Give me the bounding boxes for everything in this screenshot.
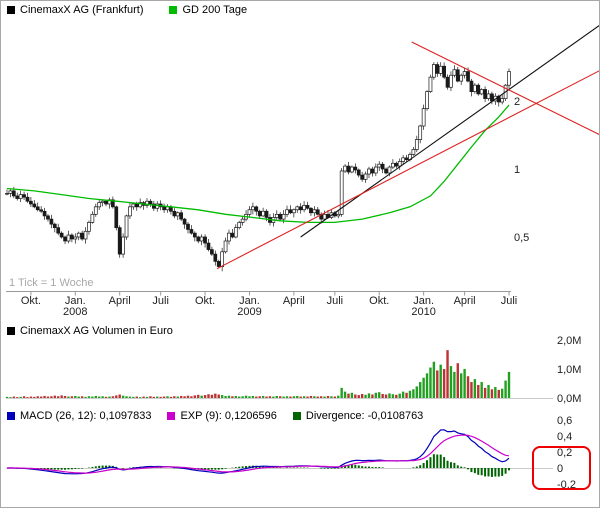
svg-text:0,4: 0,4	[557, 431, 572, 443]
svg-text:Juli: Juli	[152, 295, 169, 307]
svg-text:0,6: 0,6	[557, 415, 572, 427]
svg-text:0: 0	[557, 463, 563, 475]
candles	[5, 62, 511, 272]
legend-item-price-series: CinemaxX AG (Frankfurt)	[7, 4, 143, 16]
svg-text:Jan.: Jan.	[65, 295, 86, 307]
svg-text:April: April	[109, 295, 131, 307]
legend-item-gd200: GD 200 Tage	[169, 4, 247, 16]
gd200-swatch-icon	[169, 6, 178, 14]
exp-value-label: EXP (9): 0,1206596	[180, 410, 277, 422]
svg-text:1: 1	[514, 164, 520, 176]
svg-text:0,5: 0,5	[514, 232, 529, 244]
exp-swatch-icon	[167, 412, 176, 420]
svg-text:Okt.: Okt.	[21, 295, 41, 307]
volume-chart: 2,0M 1,0M 0,0M	[5, 335, 581, 405]
svg-text:0,2: 0,2	[557, 447, 572, 459]
legend-item-volume: CinemaxX AG Volumen in Euro	[7, 325, 173, 337]
tick-note: 1 Tick = 1 Woche	[9, 277, 94, 289]
svg-text:Juli: Juli	[327, 295, 344, 307]
svg-text:Okt.: Okt.	[369, 295, 389, 307]
legend-item-exp: EXP (9): 0,1206596	[167, 410, 277, 422]
volume-label: CinemaxX AG Volumen in Euro	[20, 325, 173, 337]
price-legend: CinemaxX AG (Frankfurt) GD 200 Tage	[7, 4, 247, 16]
support-red	[216, 70, 599, 270]
price-series-swatch-icon	[7, 6, 15, 14]
resistance-red	[411, 41, 599, 135]
svg-text:2,0M: 2,0M	[557, 335, 581, 347]
legend-item-divergence: Divergence: -0,0108763	[292, 410, 424, 422]
svg-text:April: April	[454, 295, 476, 307]
exp-line	[7, 434, 510, 474]
volume-legend: CinemaxX AG Volumen in Euro	[7, 325, 173, 337]
macd-legend: MACD (26, 12): 0,1097833 EXP (9): 0,1206…	[7, 410, 423, 422]
svg-text:2009: 2009	[237, 306, 261, 318]
svg-text:0,0M: 0,0M	[557, 393, 581, 405]
volume-swatch-icon	[7, 327, 15, 335]
highlight-annotation	[532, 446, 591, 490]
svg-text:Jan.: Jan.	[239, 295, 260, 307]
svg-text:April: April	[283, 295, 305, 307]
gd200-line	[6, 104, 510, 224]
gd200-label: GD 200 Tage	[182, 4, 248, 16]
svg-text:1,0M: 1,0M	[557, 364, 581, 376]
svg-text:Jan.: Jan.	[413, 295, 434, 307]
macd-swatch-icon	[7, 412, 15, 420]
svg-text:2008: 2008	[63, 306, 87, 318]
macd-chart: 0,60,40,20-0,2	[6, 415, 591, 491]
svg-text:2: 2	[514, 96, 520, 108]
macd-value-label: MACD (26, 12): 0,1097833	[20, 410, 152, 422]
svg-text:Juli: Juli	[501, 295, 518, 307]
divergence-swatch-icon	[292, 412, 301, 420]
price-series-label: CinemaxX AG (Frankfurt)	[20, 4, 144, 16]
svg-text:2010: 2010	[411, 306, 435, 318]
svg-text:Okt.: Okt.	[195, 295, 215, 307]
divergence-value-label: Divergence: -0,0108763	[305, 410, 424, 422]
uptrend-black	[300, 25, 599, 238]
macd-line	[6, 429, 510, 475]
legend-item-macd: MACD (26, 12): 0,1097833	[7, 410, 151, 422]
